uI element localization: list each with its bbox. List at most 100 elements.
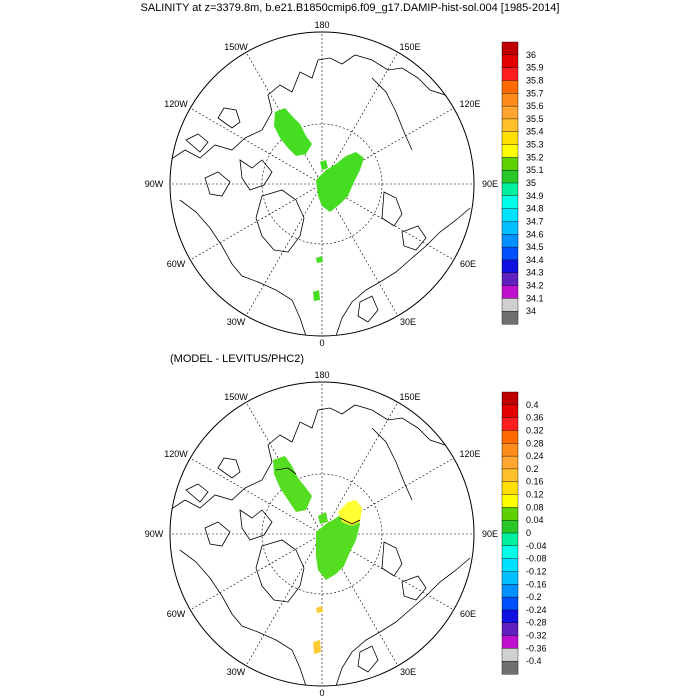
colorbar-tick-label: 35.4 [526, 127, 544, 137]
colorbar-tick-label: 34 [526, 306, 536, 316]
colorbar-tick-label: 35.2 [526, 152, 544, 162]
colorbar-box [501, 234, 519, 248]
top-lon-label-120w: 120W [164, 99, 188, 109]
colorbar-tick-label: 0.36 [526, 413, 544, 423]
colorbar-tick-label: 34.3 [526, 268, 544, 278]
bottom-lon-label-120w: 120W [164, 449, 188, 459]
diff-region-orange-b [313, 640, 321, 654]
colorbar-tick-label: 35.1 [526, 165, 544, 175]
colorbar-box [501, 259, 519, 274]
colorbar-box [501, 195, 519, 210]
colorbar-tick-label: 35.6 [526, 101, 544, 111]
colorbar-tick-label: -0.12 [526, 566, 547, 576]
colorbar-tick-label: 34.1 [526, 293, 544, 303]
top-lon-label-120e: 120E [459, 99, 480, 109]
bottom-lon-label-30w: 30W [227, 667, 246, 677]
colorbar-tick-label: 0 [526, 528, 531, 538]
colorbar-box [501, 144, 519, 158]
colorbar-box [501, 105, 519, 120]
colorbar-tick-label: 35 [526, 178, 536, 188]
diff-region-green-west [273, 456, 312, 512]
colorbar-tick-label: 34.8 [526, 204, 544, 214]
colorbar-box [501, 221, 519, 235]
top-lon-label-30w: 30W [227, 317, 246, 327]
colorbar-tick-label: 0.04 [526, 515, 544, 525]
bottom-lon-label-30e: 30E [400, 667, 416, 677]
colorbar-box [501, 507, 519, 521]
top-colorbar: 36 35.9 35.8 35.7 35.6 35.5 35.4 35.3 35.2 35.1 35… [501, 41, 544, 325]
colorbar-tick-label: 0.12 [526, 490, 544, 500]
colorbar-tick-label: -0.4 [526, 656, 542, 666]
colorbar-box [501, 246, 519, 261]
colorbar-box [501, 285, 519, 299]
colorbar-box [501, 298, 519, 312]
top-polar-map: 180 150W 150E 120W 120E 90W 90E 60W 60E … [145, 20, 498, 348]
bottom-polar-map: 180 150W 150E 120W 120E 90W 90E 60W 60E … [145, 370, 498, 698]
colorbar-box [501, 272, 519, 287]
colorbar-box [501, 660, 519, 675]
bottom-lon-label-60e: 60E [460, 609, 476, 619]
top-lon-label-60e: 60E [460, 259, 476, 269]
colorbar-box [501, 391, 519, 406]
colorbar-tick-label: 34.6 [526, 229, 544, 239]
colorbar-tick-label: -0.04 [526, 541, 547, 551]
difference-subtitle: (MODEL - LEVITUS/PHC2) [170, 353, 305, 365]
colorbar-box [501, 494, 519, 508]
top-lon-label-180: 180 [314, 20, 329, 30]
top-lon-label-30e: 30E [400, 317, 416, 327]
colorbar-tick-label: -0.08 [526, 554, 547, 564]
colorbar-box [501, 157, 519, 171]
colorbar-box [501, 310, 519, 325]
colorbar-box [501, 404, 519, 419]
bottom-lon-label-0: 0 [319, 688, 324, 698]
colorbar-box [501, 558, 519, 572]
top-lon-label-90w: 90W [145, 179, 164, 189]
colorbar-tick-label: 0.28 [526, 438, 544, 448]
diff-region-yellow [338, 500, 362, 526]
bottom-lon-label-150w: 150W [224, 392, 248, 402]
colorbar-box [501, 648, 519, 662]
colorbar-box [501, 571, 519, 585]
bottom-lon-label-150e: 150E [399, 392, 420, 402]
colorbar-tick-label: 0.4 [526, 400, 539, 410]
diff-region-green-center [316, 512, 360, 580]
colorbar-box [501, 584, 519, 598]
top-lon-label-0: 0 [319, 338, 324, 348]
bottom-map-interior [170, 382, 474, 686]
colorbar-tick-label: -0.28 [526, 618, 547, 628]
colorbar-tick-label: 0.32 [526, 425, 544, 435]
colorbar-box [501, 622, 519, 637]
colorbar-box [501, 468, 519, 483]
colorbar-box [501, 118, 519, 133]
colorbar-tick-label: 34.5 [526, 242, 544, 252]
top-salinity-field [274, 108, 364, 301]
diff-contour-line [339, 517, 361, 525]
colorbar-tick-label: 34.9 [526, 191, 544, 201]
colorbar-box [501, 635, 519, 649]
bottom-lon-label-90w: 90W [145, 529, 164, 539]
colorbar-box [501, 67, 519, 81]
colorbar-tick-label: 34.4 [526, 255, 544, 265]
top-coastlines [170, 54, 471, 336]
colorbar-box [501, 609, 519, 624]
colorbar-tick-label: 0.16 [526, 477, 544, 487]
colorbar-tick-label: 35.5 [526, 114, 544, 124]
top-lon-label-90e: 90E [482, 179, 498, 189]
colorbar-box [501, 519, 519, 534]
bottom-lon-label-60w: 60W [167, 609, 186, 619]
colorbar-tick-label: -0.32 [526, 631, 547, 641]
colorbar-tick-label: 34.2 [526, 281, 544, 291]
colorbar-box [501, 169, 519, 184]
colorbar-tick-label: -0.36 [526, 643, 547, 653]
colorbar-box [501, 54, 519, 69]
top-lon-label-150w: 150W [224, 42, 248, 52]
bottom-map-boundary [169, 381, 475, 687]
colorbar-box [501, 131, 519, 146]
bottom-coastlines [170, 404, 471, 686]
colorbar-box [501, 417, 519, 431]
colorbar-box [501, 481, 519, 496]
bottom-difference-field [273, 456, 362, 654]
colorbar-box [501, 455, 519, 470]
colorbar-box [501, 443, 519, 457]
